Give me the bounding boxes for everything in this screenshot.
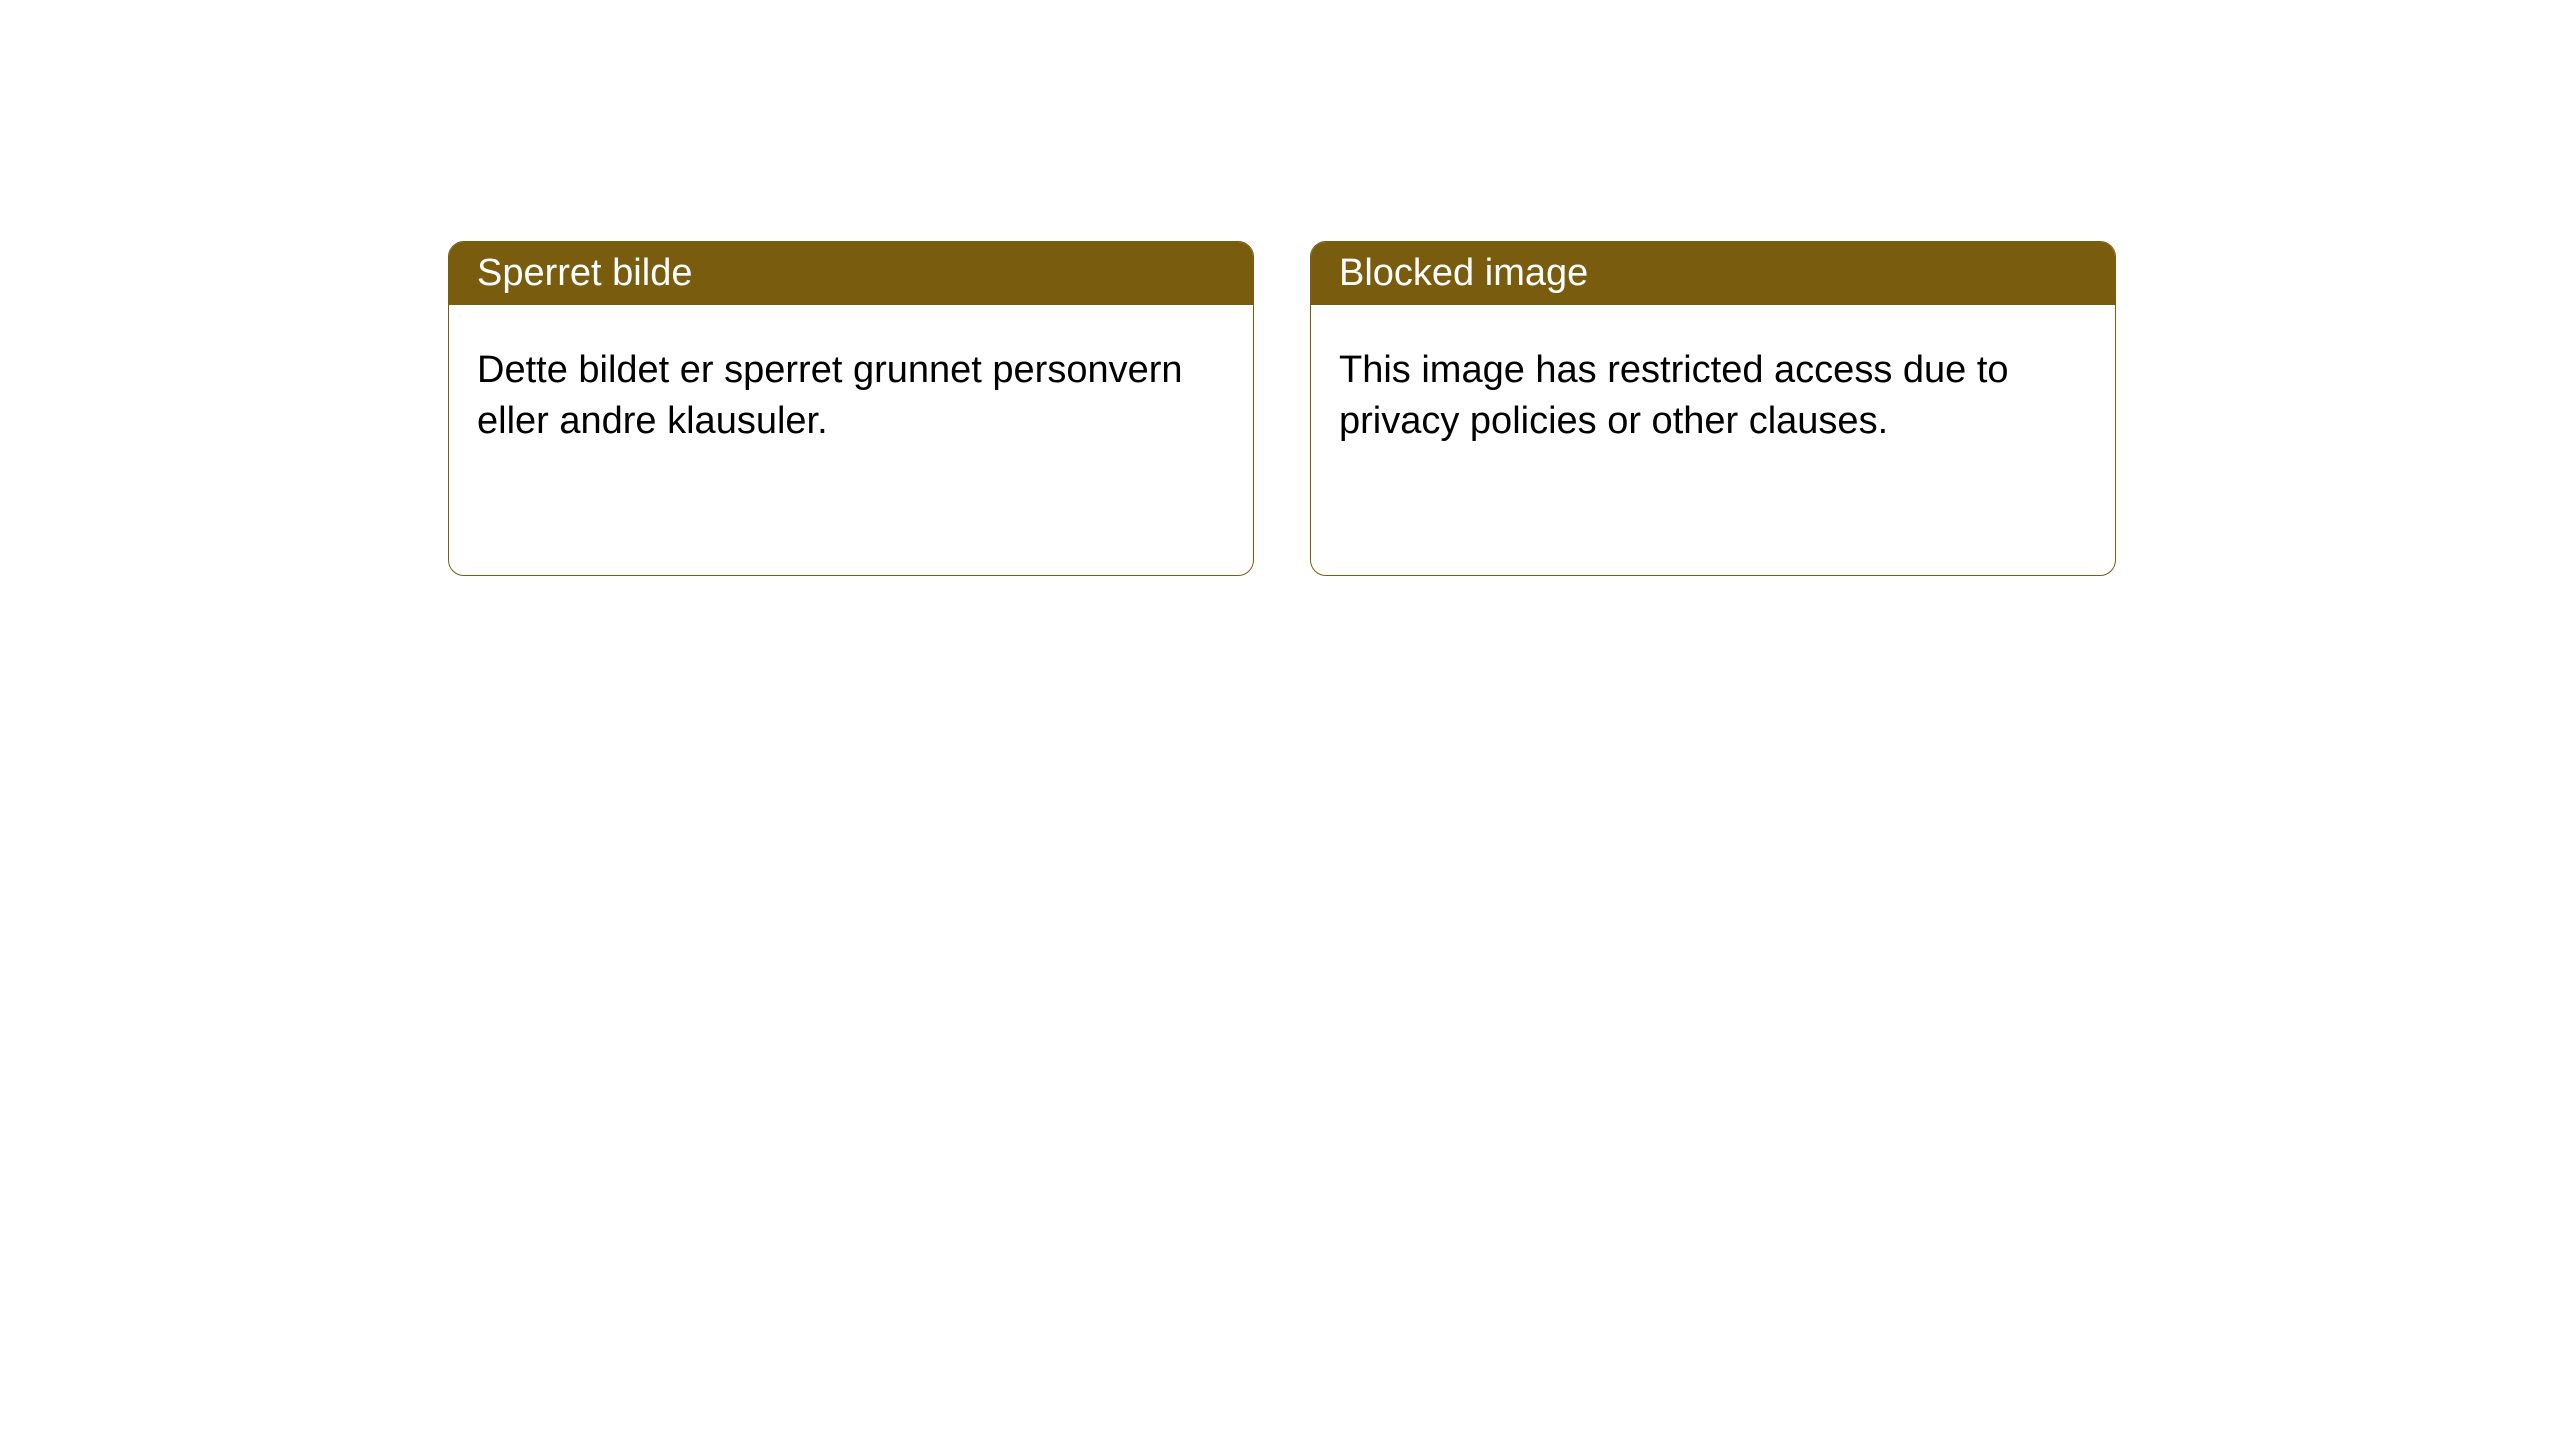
card-body-en: This image has restricted access due to … (1311, 305, 2115, 476)
blocked-image-card-en: Blocked image This image has restricted … (1310, 241, 2116, 576)
card-header-en: Blocked image (1311, 242, 2115, 305)
notice-container: Sperret bilde Dette bildet er sperret gr… (0, 0, 2560, 576)
card-body-no: Dette bildet er sperret grunnet personve… (449, 305, 1253, 476)
card-header-no: Sperret bilde (449, 242, 1253, 305)
blocked-image-card-no: Sperret bilde Dette bildet er sperret gr… (448, 241, 1254, 576)
